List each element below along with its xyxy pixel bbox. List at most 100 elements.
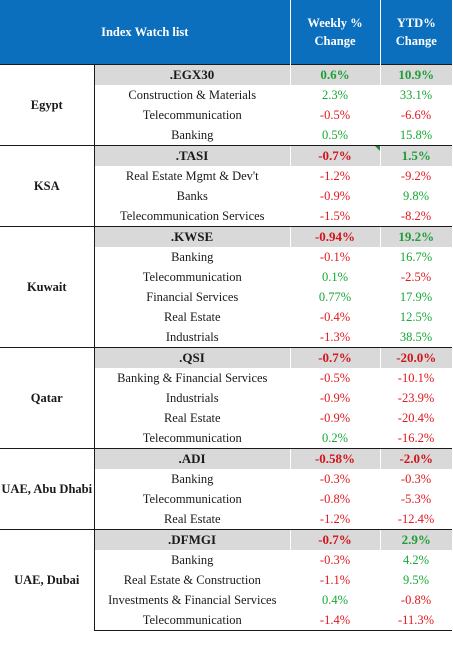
sector-name: Telecommunication Services bbox=[119, 209, 265, 223]
index-row: UAE, Dubai .DFMGI -0.7% 2.9% bbox=[0, 529, 453, 631]
sector-weekly-change: -1.1% bbox=[319, 573, 351, 587]
sector-name: Real Estate bbox=[163, 411, 221, 425]
sector-weekly-change: 0.77% bbox=[318, 290, 352, 304]
sector-name: Telecommunication bbox=[142, 492, 242, 506]
sector-ytd-change: 16.7% bbox=[399, 250, 433, 264]
sector-ytd-change: 9.8% bbox=[402, 189, 430, 203]
sector-row: Telecommunication 0.2% -16.2% bbox=[0, 428, 452, 449]
sector-weekly-change: -0.8% bbox=[319, 492, 351, 506]
sector-weekly-change: -0.1% bbox=[319, 250, 351, 264]
sector-ytd-change: 17.9% bbox=[399, 290, 433, 304]
index-name: .KWSE bbox=[94, 226, 291, 247]
index-weekly-change: -0.7% bbox=[289, 145, 381, 166]
sector-ytd-change: 38.5% bbox=[399, 330, 433, 344]
sector-row: Banking -0.1% 16.7% bbox=[0, 247, 452, 267]
sector-row: Financial Services 0.77% 17.9% bbox=[0, 287, 452, 307]
sector-row: Telecommunication -1.4% -11.3% bbox=[0, 610, 453, 631]
sector-ytd-change: 12.5% bbox=[399, 310, 433, 324]
index-name: .DFMGI bbox=[94, 529, 291, 550]
sector-weekly-change: 0.5% bbox=[321, 128, 349, 142]
index-ytd-change: 1.5% bbox=[379, 145, 453, 166]
sector-ytd-change: -9.2% bbox=[400, 169, 432, 183]
index-row: Egypt .EGX30 0.6% 10.9% bbox=[0, 64, 453, 146]
sector-weekly-change: -1.4% bbox=[290, 610, 381, 631]
sector-weekly-change: -1.5% bbox=[319, 209, 351, 223]
index-row: KSA .TASI -0.7% 1.5% bbox=[0, 145, 453, 227]
sector-row: Real Estate -0.4% 12.5% bbox=[0, 307, 452, 327]
sector-weekly-change: -0.9% bbox=[319, 391, 351, 405]
index-weekly-change: -0.7% bbox=[289, 347, 381, 368]
sector-row: Telecommunication Services -1.5% -8.2% bbox=[0, 206, 452, 227]
sector-weekly-change: -0.9% bbox=[319, 189, 351, 203]
sector-weekly-change: 0.4% bbox=[321, 593, 349, 607]
sector-ytd-change: -11.3% bbox=[380, 610, 453, 631]
sector-name: Construction & Materials bbox=[128, 88, 257, 102]
sector-ytd-change: -8.2% bbox=[400, 209, 432, 223]
sector-name: Telecommunication bbox=[142, 431, 242, 445]
sector-row: Banks -0.9% 9.8% bbox=[0, 186, 452, 206]
sector-row: Industrials -0.9% -23.9% bbox=[0, 388, 452, 408]
sector-ytd-change: -16.2% bbox=[397, 431, 435, 445]
sector-ytd-change: -23.9% bbox=[397, 391, 435, 405]
index-ytd-change: -2.0% bbox=[379, 448, 453, 469]
sector-name: Financial Services bbox=[146, 290, 239, 304]
sector-ytd-change: 9.5% bbox=[402, 573, 430, 587]
index-weekly-change: -0.58% bbox=[289, 448, 381, 469]
sector-weekly-change: -1.3% bbox=[319, 330, 351, 344]
sector-name: Telecommunication bbox=[94, 610, 291, 631]
index-ytd-change: 2.9% bbox=[379, 529, 453, 550]
table-title: Index Watch list bbox=[0, 0, 291, 65]
sector-ytd-change: 33.1% bbox=[399, 88, 433, 102]
index-ytd-change: 19.2% bbox=[379, 226, 453, 247]
sector-row: Investments & Financial Services 0.4% -0.8… bbox=[0, 590, 452, 610]
sector-weekly-change: -0.5% bbox=[319, 108, 351, 122]
sector-weekly-change: -1.2% bbox=[319, 169, 351, 183]
sector-name: Banking bbox=[171, 250, 214, 264]
sector-name: Real Estate bbox=[163, 310, 221, 324]
sector-name: Industrials bbox=[165, 330, 219, 344]
country-label: UAE, Dubai bbox=[0, 529, 95, 631]
sector-row: Banking -0.3% 4.2% bbox=[0, 550, 452, 570]
sector-name: Telecommunication bbox=[142, 108, 242, 122]
sector-row: Banking 0.5% 15.8% bbox=[0, 125, 452, 146]
header-row: Index Watch list Weekly % Change YTD% Ch… bbox=[0, 0, 453, 65]
sector-name: Banking bbox=[171, 472, 214, 486]
sector-name: Banks bbox=[176, 189, 208, 203]
sector-row: Telecommunication -0.5% -6.6% bbox=[0, 105, 452, 125]
ytd-change-header: YTD% Change bbox=[379, 0, 453, 65]
index-row: Kuwait .KWSE -0.94% 19.2% bbox=[0, 226, 453, 348]
sector-weekly-change: -0.3% bbox=[319, 553, 351, 567]
sector-ytd-change: -5.3% bbox=[400, 492, 432, 506]
country-label: Egypt bbox=[0, 64, 95, 146]
table-body: Egypt .EGX30 0.6% 10.9% Construction & Mater… bbox=[0, 64, 453, 631]
country-label: UAE, Abu Dhabi bbox=[0, 448, 95, 530]
sector-ytd-change: 4.2% bbox=[402, 553, 430, 567]
sector-ytd-change: -0.8% bbox=[400, 593, 432, 607]
sector-weekly-change: -0.5% bbox=[319, 371, 351, 385]
index-ytd-change: 10.9% bbox=[379, 64, 453, 85]
index-weekly-change: -0.94% bbox=[289, 226, 381, 247]
sector-row: Real Estate & Construction -1.1% 9.5% bbox=[0, 570, 452, 590]
sector-row: Telecommunication 0.1% -2.5% bbox=[0, 267, 452, 287]
sector-ytd-change: -2.5% bbox=[400, 270, 432, 284]
sector-ytd-change: 15.8% bbox=[399, 128, 433, 142]
index-name: .ADI bbox=[94, 448, 291, 469]
sector-row: Industrials -1.3% 38.5% bbox=[0, 327, 452, 348]
sector-row: Real Estate -0.9% -20.4% bbox=[0, 408, 452, 428]
index-row: UAE, Abu Dhabi .ADI -0.58% -2.0% bbox=[0, 448, 453, 530]
sector-name: Banking bbox=[171, 128, 214, 142]
index-name: .EGX30 bbox=[94, 64, 291, 85]
sector-weekly-change: -0.9% bbox=[319, 411, 351, 425]
sector-name: Real Estate bbox=[163, 512, 221, 526]
sector-name: Telecommunication bbox=[142, 270, 242, 284]
sector-weekly-change: 0.2% bbox=[321, 431, 349, 445]
country-label: KSA bbox=[0, 145, 95, 227]
index-name: .TASI bbox=[94, 145, 291, 166]
sector-ytd-change: -6.6% bbox=[400, 108, 432, 122]
sector-row: Banking & Financial Services -0.5% -10.1% bbox=[0, 368, 452, 388]
sector-row: Banking -0.3% -0.3% bbox=[0, 469, 452, 489]
sector-ytd-change: -12.4% bbox=[397, 512, 435, 526]
sector-weekly-change: 2.3% bbox=[321, 88, 349, 102]
sector-name: Banking & Financial Services bbox=[117, 371, 268, 385]
sector-ytd-change: -0.3% bbox=[400, 472, 432, 486]
